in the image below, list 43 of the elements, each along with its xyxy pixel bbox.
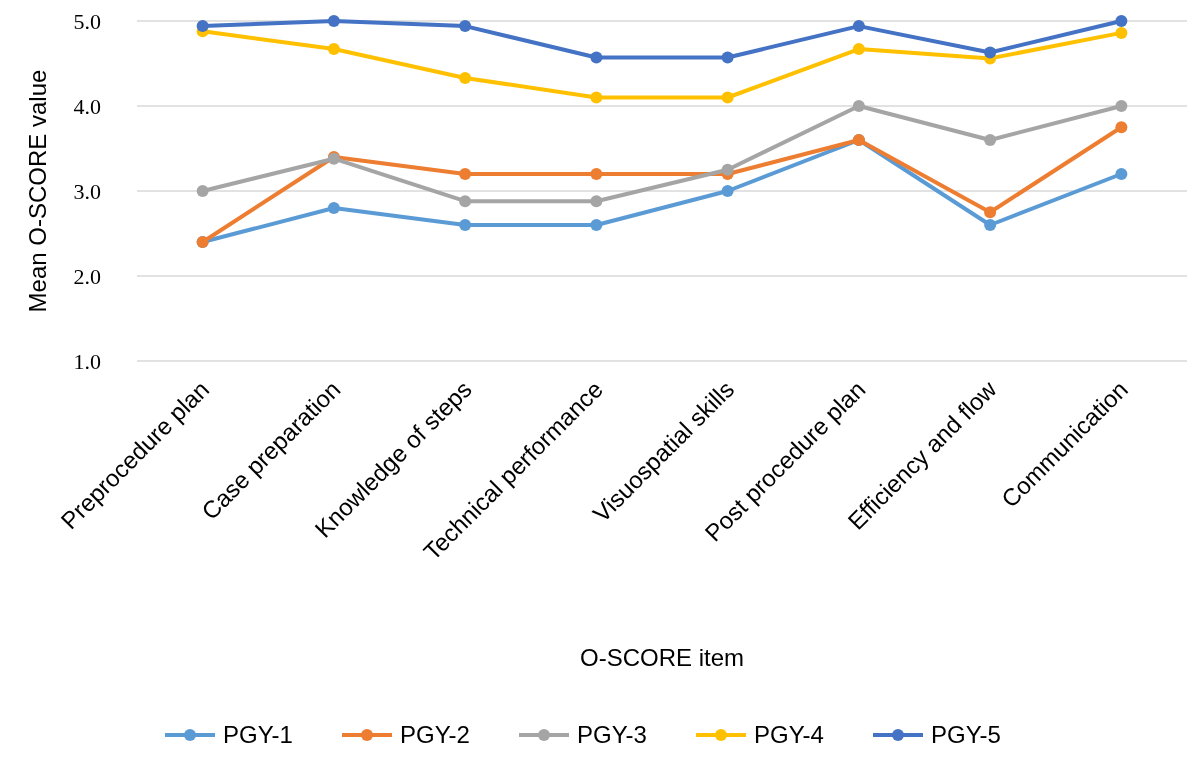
point [1115,121,1128,134]
y-tick-label: 1.0 [73,348,101,374]
y-tick-label: 4.0 [73,93,101,119]
point [721,163,734,176]
point [327,15,340,27]
point [459,219,472,231]
point [1115,15,1128,27]
point [459,195,472,208]
point [459,71,472,84]
point [590,195,603,208]
point [327,202,340,214]
point [852,100,865,112]
point [1115,168,1128,180]
point [721,91,734,104]
point [590,51,603,64]
y-tick-label: 5.0 [73,8,101,34]
point [984,219,997,231]
legend-label: PGY-2 [400,721,470,749]
point [852,20,865,33]
point [1115,26,1128,39]
point [1115,100,1128,112]
point [196,20,209,33]
point [984,134,997,146]
legend-label: PGY-4 [754,721,824,749]
y-tick-label: 3.0 [73,178,101,204]
point [590,168,603,180]
point [459,168,472,180]
point [721,185,734,197]
point [196,185,209,197]
legend-label: PGY-3 [577,721,647,749]
point [590,219,603,231]
point [327,43,340,56]
point [984,206,997,219]
point [852,43,865,56]
point [590,91,603,104]
point [984,46,997,59]
y-tick-label: 2.0 [73,263,101,289]
x-axis-title: O-SCORE item [579,644,745,671]
legend-label: PGY-5 [931,721,1001,749]
legend-label: PGY-1 [223,721,293,749]
point [459,20,472,33]
y-axis-title: Mean O-SCORE value [24,69,51,313]
point [721,51,734,64]
